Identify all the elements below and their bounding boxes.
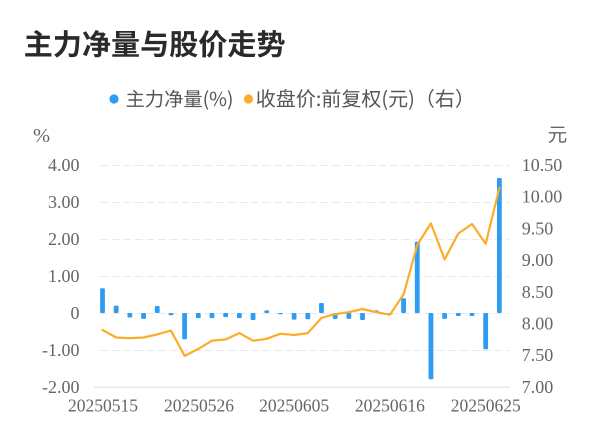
svg-text:10.50: 10.50 xyxy=(522,155,563,175)
svg-text:20250616: 20250616 xyxy=(355,395,425,415)
svg-text:20250605: 20250605 xyxy=(259,395,329,415)
svg-text:-1.00: -1.00 xyxy=(42,340,80,360)
svg-text:0: 0 xyxy=(71,303,80,323)
svg-text:7.50: 7.50 xyxy=(522,345,554,365)
svg-text:%: % xyxy=(33,125,50,147)
svg-text:9.50: 9.50 xyxy=(522,218,554,238)
svg-text:8.50: 8.50 xyxy=(522,282,554,302)
svg-text:20250625: 20250625 xyxy=(451,395,521,415)
svg-text:2.00: 2.00 xyxy=(48,229,80,249)
svg-text:-2.00: -2.00 xyxy=(42,377,80,397)
svg-text:10.00: 10.00 xyxy=(522,187,563,207)
svg-text:4.00: 4.00 xyxy=(48,155,80,175)
svg-text:1.00: 1.00 xyxy=(48,266,80,286)
svg-text:8.00: 8.00 xyxy=(522,313,554,333)
svg-text:7.00: 7.00 xyxy=(522,377,554,397)
svg-text:20250526: 20250526 xyxy=(164,395,234,415)
svg-text:3.00: 3.00 xyxy=(48,192,80,212)
svg-text:9.00: 9.00 xyxy=(522,250,554,270)
svg-text:20250515: 20250515 xyxy=(68,395,138,415)
